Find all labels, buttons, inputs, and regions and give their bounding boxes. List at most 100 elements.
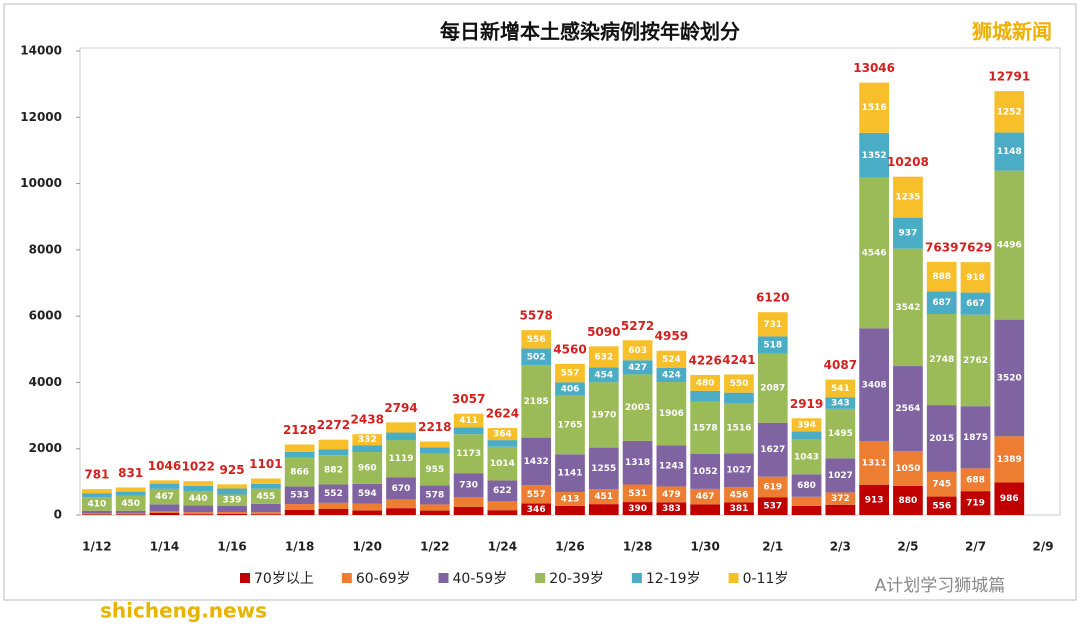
bar-segment (352, 445, 383, 453)
bar-segment (149, 504, 180, 511)
bar-segment (555, 454, 585, 493)
segment-label: 550 (730, 379, 749, 389)
segment-label: 332 (358, 435, 377, 445)
segment-label: 730 (459, 481, 478, 491)
total-label: 1022 (182, 460, 215, 474)
bar-segment (555, 492, 585, 506)
bar-segment (791, 505, 822, 515)
segment-label: 688 (966, 475, 985, 485)
bar-segment (656, 350, 687, 369)
total-label: 1101 (249, 457, 282, 471)
y-tick-label: 8000 (29, 242, 62, 256)
segment-label: 745 (932, 480, 951, 490)
bar-segment (453, 473, 484, 498)
segment-label: 3520 (997, 373, 1022, 383)
segment-label: 502 (527, 352, 546, 362)
segment-label: 603 (628, 346, 647, 356)
bar-segment (588, 504, 619, 515)
bar-segment (859, 328, 890, 442)
bar-segment (825, 492, 856, 505)
bar-segment (757, 422, 788, 477)
total-label: 10208 (887, 155, 929, 169)
total-label: 13046 (853, 61, 895, 75)
total-label: 1046 (148, 459, 181, 473)
bar-segment (893, 176, 923, 218)
bar-segment (825, 458, 856, 493)
segment-label: 531 (628, 489, 647, 499)
bar-segment (791, 496, 822, 506)
bar-segment (588, 447, 619, 490)
x-tick-label: 1/12 (82, 540, 111, 554)
x-tick-label: 1/30 (690, 540, 719, 554)
segment-label: 1578 (693, 423, 718, 433)
segment-label: 1432 (524, 457, 549, 467)
segment-label: 406 (561, 385, 580, 395)
total-label: 781 (84, 468, 109, 482)
segment-label: 524 (662, 355, 681, 365)
bar-segment (284, 457, 315, 487)
segment-label: 1495 (828, 429, 853, 439)
total-label: 2128 (283, 423, 316, 437)
x-tick-label: 1/24 (488, 540, 517, 554)
bar-segment (622, 374, 653, 441)
bar-segment (149, 480, 180, 484)
bar-segment (521, 485, 552, 504)
total-label: 4087 (824, 358, 857, 372)
bar-segment (115, 491, 146, 496)
bar-segment (352, 452, 383, 484)
segment-label: 578 (425, 490, 444, 500)
bar-segment (284, 504, 315, 510)
bar-segment (183, 481, 214, 486)
segment-label: 394 (797, 420, 816, 430)
segment-label: 390 (628, 504, 647, 514)
segment-label: 918 (966, 273, 985, 283)
bar-segment (318, 449, 349, 456)
x-tick-label: 1/20 (353, 540, 382, 554)
y-tick-label: 4000 (29, 375, 62, 389)
bar-segment (352, 510, 383, 515)
bar-segment (656, 502, 687, 515)
bar-segment (183, 514, 214, 515)
bar-segment (622, 502, 653, 515)
bar-segment (690, 488, 721, 505)
bar-segment (960, 314, 991, 407)
segment-label: 2762 (963, 356, 988, 366)
bar-segment (893, 248, 923, 367)
segment-label: 3542 (895, 303, 920, 313)
segment-label: 937 (899, 229, 918, 239)
y-tick-label: 0 (54, 508, 62, 522)
bar-segment (859, 484, 890, 515)
segment-label: 1027 (828, 471, 853, 481)
bar-segment (724, 392, 754, 403)
segment-label: 1141 (557, 469, 582, 479)
bar-segment (994, 319, 1025, 437)
bar-segment (859, 82, 890, 133)
bar-segment (622, 340, 653, 361)
bar-segment (588, 346, 619, 368)
segment-label: 346 (527, 505, 546, 515)
bar-segment (757, 336, 788, 354)
bar-segment (115, 512, 146, 515)
bar-segment (622, 484, 653, 503)
bar-segment (250, 512, 281, 515)
bar-segment (791, 439, 822, 475)
legend-label: 40-59岁 (453, 571, 508, 587)
segment-label: 427 (628, 363, 647, 373)
bar-segment (487, 446, 518, 481)
bar-segment (926, 496, 957, 515)
total-label: 12791 (988, 70, 1030, 84)
bar-segment (588, 382, 619, 448)
bar-segment (318, 455, 349, 485)
bar-segment (149, 512, 180, 515)
bar-segment (318, 439, 349, 450)
bar-segment (521, 437, 552, 486)
segment-label: 1765 (557, 421, 582, 431)
x-tick-label: 2/7 (965, 540, 986, 554)
bar-segment (825, 397, 856, 409)
segment-label: 1970 (591, 410, 616, 420)
bar-segment (994, 482, 1025, 515)
bar-segment (825, 379, 856, 398)
bar-segment (453, 427, 484, 435)
segment-label: 2748 (929, 355, 954, 365)
bar-segment (419, 453, 450, 486)
